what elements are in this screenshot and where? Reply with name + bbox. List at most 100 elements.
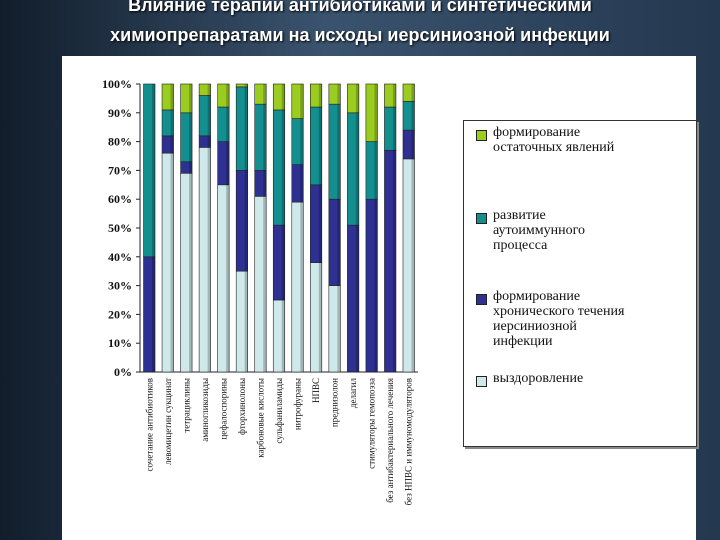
bar-segment-shade xyxy=(300,118,304,165)
x-category-label: карбоновые кислоты xyxy=(255,378,265,458)
bar-segment-shade xyxy=(226,84,230,108)
bar-segment xyxy=(161,83,174,111)
bar-segment-shade xyxy=(300,202,304,372)
y-tick-label: 40% xyxy=(108,250,132,264)
bar-segment-shade xyxy=(355,225,359,372)
bar-segment-shade xyxy=(374,199,378,372)
bar-segment-shade xyxy=(226,184,230,372)
bar-segment-shade xyxy=(207,84,211,96)
bar-segment-shade xyxy=(300,164,304,203)
x-category-label: сочетание антибиотиков xyxy=(144,378,154,471)
x-category-label: сульфаниламиды xyxy=(274,378,284,444)
bar-segment-shade xyxy=(263,170,267,197)
bar-segment-shade xyxy=(189,112,193,162)
bar-segment-shade xyxy=(244,86,248,171)
legend-swatch-autoimmune xyxy=(476,213,487,224)
bar-segment-shade xyxy=(355,112,359,226)
bar-segment xyxy=(384,83,397,108)
x-category-label: без антибактериального лечения xyxy=(385,378,395,503)
bar-segment-shade xyxy=(170,84,174,110)
bar-segment xyxy=(217,83,230,108)
bar-segment-shade xyxy=(355,84,359,113)
bar-segment-shade xyxy=(374,84,378,142)
y-tick-label: 50% xyxy=(108,221,132,235)
bar-segment-shade xyxy=(318,184,322,263)
bar-segment-shade xyxy=(207,147,211,372)
y-tick-label: 0% xyxy=(114,365,132,379)
bar-segment xyxy=(328,83,341,105)
bar-segment-shade xyxy=(170,153,174,372)
bar-segment-shade xyxy=(189,173,193,372)
bar-segment-shade xyxy=(374,141,378,200)
bar-segment xyxy=(143,83,156,258)
bar-segment-shade xyxy=(337,285,341,372)
bar-segment-shade xyxy=(263,104,267,171)
x-category-label: тетрациклины xyxy=(181,378,191,433)
bar-segment-shade xyxy=(207,135,211,148)
bar-segment-shade xyxy=(411,101,415,131)
x-category-label: без НПВС и иммуномодуляторов xyxy=(404,378,414,505)
legend-swatch-recovery xyxy=(476,376,487,387)
bar-segment-shade xyxy=(411,84,415,102)
bar-segment xyxy=(272,83,286,111)
bar-segment-shade xyxy=(392,107,396,151)
bar-segment-shade xyxy=(281,84,285,110)
bar-segment-shade xyxy=(263,196,267,372)
bar-segment-shade xyxy=(226,141,230,185)
y-tick-label: 60% xyxy=(108,192,132,206)
bar-segment-shade xyxy=(337,84,341,105)
bar-segment-shade xyxy=(318,84,322,108)
legend-label-recovery: выздоровление xyxy=(493,371,584,386)
bar-segment xyxy=(347,83,360,114)
bar-segment-shade xyxy=(392,150,396,372)
bar-segment xyxy=(235,83,248,88)
chart-legend: формирование остаточных явлений развитие а… xyxy=(463,120,697,447)
x-category-label: нитрофураны xyxy=(293,378,303,430)
x-category-label: стимуляторы гемопоэза xyxy=(367,378,377,469)
bar-segment-shade xyxy=(281,109,285,226)
bar-segment-shade xyxy=(189,84,193,113)
bar-segment-shade xyxy=(244,271,248,372)
bar-segment-shade xyxy=(152,84,156,257)
bar-segment-shade xyxy=(152,256,156,372)
bar-segment-shade xyxy=(207,95,211,136)
bar-segment xyxy=(402,83,415,102)
bar-segment-shade xyxy=(189,161,193,174)
legend-label-autoimmune: развитие аутоиммунного процесса xyxy=(493,208,586,253)
bar-segment-shade xyxy=(411,130,415,159)
legend-label-chronic: формирование хронического течения иерсинио… xyxy=(493,289,625,349)
x-category-label: преднизолон xyxy=(330,378,340,427)
bar-segment xyxy=(310,83,323,108)
bar-segment-shade xyxy=(226,107,230,142)
bar-segment-shade xyxy=(244,170,248,272)
x-category-label: фторхинолоны xyxy=(237,378,247,435)
y-tick-label: 80% xyxy=(108,135,132,149)
y-tick-label: 90% xyxy=(108,106,132,120)
bar-segment-shade xyxy=(337,104,341,200)
bar-segment-shade xyxy=(392,84,396,108)
bar-segment xyxy=(254,83,267,105)
x-category-label: аминогликозиды xyxy=(200,378,210,442)
bar-segment xyxy=(180,83,193,114)
slide-title-line1: Влияние терапии антибиотиками и синтетич… xyxy=(128,0,592,15)
legend-label-residual: формирование остаточных явлений xyxy=(493,125,615,155)
legend-swatch-chronic xyxy=(476,294,487,305)
x-category-label: левомицетин сукцинат xyxy=(163,378,173,465)
bar-segment-shade xyxy=(318,262,322,372)
bar-segment-shade xyxy=(170,135,174,154)
bar-segment-shade xyxy=(300,84,304,119)
bar-segment-shade xyxy=(281,300,285,372)
bar-segment xyxy=(198,83,211,96)
x-category-label: делагил xyxy=(348,377,358,408)
slide-title-line2: химиопрепаратами на исходы иерсиниозной … xyxy=(110,25,610,45)
bar-segment-shade xyxy=(337,199,341,286)
legend-swatch-residual xyxy=(476,130,487,141)
bar-segment-shade xyxy=(318,107,322,185)
y-tick-label: 30% xyxy=(108,279,132,293)
bar-segment xyxy=(365,83,378,142)
y-tick-label: 20% xyxy=(108,307,132,321)
bar-segment-shade xyxy=(411,158,415,372)
bar-segment-shade xyxy=(170,109,174,136)
y-tick-label: 10% xyxy=(108,336,132,350)
